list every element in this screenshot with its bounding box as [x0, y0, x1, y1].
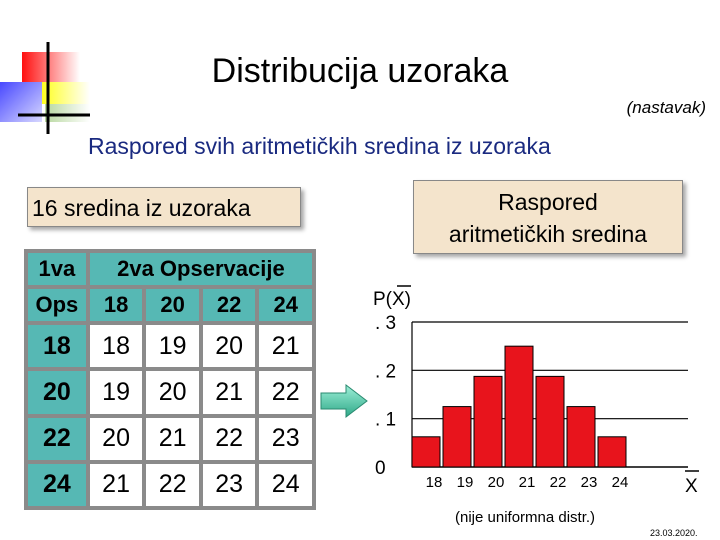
table-row: 22 20 21 22 23	[28, 417, 312, 460]
table-cell: 20	[202, 325, 256, 368]
x-tick-label: 24	[612, 474, 629, 491]
bar	[504, 345, 534, 468]
distribution-box-line1: Raspored	[498, 189, 598, 215]
table-header-row: 1va 2va Opservacije	[28, 253, 312, 286]
y-tick-label: . 1	[375, 410, 396, 431]
x-tick-label: 22	[550, 474, 567, 491]
table-cell: 23	[202, 463, 256, 506]
chart-caption: (nije uniformna distr.)	[455, 509, 595, 526]
x-tick-label: 19	[457, 474, 474, 491]
bar	[442, 406, 472, 468]
x-tick-label: 18	[426, 474, 443, 491]
y-tick-label: . 3	[375, 313, 396, 334]
table-cell: 21	[259, 325, 312, 368]
distribution-box-line2: aritmetičkih sredina	[448, 221, 648, 247]
row-header-cell: 22	[28, 417, 86, 460]
table-cell: 24	[259, 463, 312, 506]
bar	[566, 406, 596, 468]
table-cell: 18	[89, 325, 143, 368]
header-cell: 1va	[28, 253, 86, 286]
y-tick-label: . 2	[375, 361, 396, 382]
table-row: 24 21 22 23 24	[28, 463, 312, 506]
header-cell: 24	[259, 289, 312, 322]
slide-title: Distribucija uzoraka	[211, 52, 509, 90]
sample-means-box: 16 sredina iz uzoraka	[27, 187, 301, 227]
table-cell: 21	[202, 371, 256, 414]
table-cell: 20	[89, 417, 143, 460]
table-cell: 22	[202, 417, 256, 460]
y-axis-label: P(X)	[373, 289, 411, 310]
header-cell: 22	[202, 289, 256, 322]
header-cell: 18	[89, 289, 143, 322]
table-row: 20 19 20 21 22	[28, 371, 312, 414]
table-cell: 23	[259, 417, 312, 460]
bar	[535, 375, 565, 468]
table-cell: 22	[259, 371, 312, 414]
distribution-box: Raspored aritmetičkih sredina	[413, 180, 683, 254]
table-cell: 19	[89, 371, 143, 414]
header-cell: Ops	[28, 289, 86, 322]
y-tick-label: 0	[375, 458, 386, 479]
slide-date: 23.03.2020.	[650, 528, 698, 538]
table-cell: 20	[146, 371, 199, 414]
x-tick-label: 23	[581, 474, 598, 491]
table-cell: 22	[146, 463, 199, 506]
row-header-cell: 20	[28, 371, 86, 414]
bar	[597, 436, 627, 468]
header-cell: 2va Opservacije	[89, 253, 312, 286]
row-header-cell: 18	[28, 325, 86, 368]
sample-means-table: 1va 2va Opservacije Ops 18 20 22 24 18 1…	[24, 249, 316, 510]
distribution-chart: P(X) . 3 . 2 . 1 0 18 19 20 21 22 23 24 X (nije u…	[373, 285, 699, 538]
table-cell: 19	[146, 325, 199, 368]
corner-logo	[0, 42, 90, 134]
row-header-cell: 24	[28, 463, 86, 506]
x-tick-label: 21	[519, 474, 536, 491]
table-cell: 21	[146, 417, 199, 460]
bar	[411, 436, 441, 468]
x-axis-label: X	[685, 476, 698, 497]
bar	[473, 375, 503, 468]
table-header-row: Ops 18 20 22 24	[28, 289, 312, 322]
slide-subtitle: (nastavak)	[626, 98, 706, 117]
header-cell: 20	[146, 289, 199, 322]
right-arrow-icon	[320, 384, 368, 418]
table-cell: 21	[89, 463, 143, 506]
x-tick-label: 20	[488, 474, 505, 491]
table-row: 18 18 19 20 21	[28, 325, 312, 368]
section-heading: Raspored svih aritmetičkih sredina iz uz…	[88, 133, 551, 159]
